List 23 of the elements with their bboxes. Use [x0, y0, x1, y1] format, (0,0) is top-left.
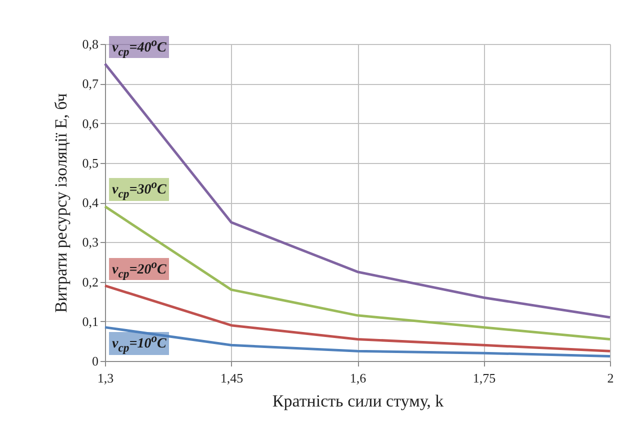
series-label: v$_{ср}$=30$^{o}$C: [109, 178, 170, 201]
line-series: [104, 326, 612, 358]
series-label: v$_{ср}$=20$^{o}$C: [109, 258, 170, 280]
line-series: [104, 284, 612, 352]
y-tick-label: 0,2: [82, 274, 98, 290]
y-axis-title: Витрати ресурсу ізоляції E, бч: [51, 92, 70, 313]
y-tick-label: 0,1: [82, 314, 98, 329]
y-tick-label: 0,8: [82, 36, 98, 52]
x-tick-label: 1,75: [472, 370, 496, 386]
x-axis-title: Кратність сили стуму, k: [272, 392, 444, 410]
y-tick-label: 0,3: [82, 234, 98, 250]
x-tick-label: 1,3: [97, 370, 114, 386]
series-label: v$_{ср}$=40$^{o}$C: [109, 36, 170, 58]
y-tick-label: 0,5: [82, 155, 98, 170]
y-tick-label: 0,7: [82, 76, 99, 92]
x-tick-label: 1,6: [350, 370, 367, 386]
line-series: [104, 62, 612, 319]
x-tick-label: 1,45: [220, 370, 244, 386]
series-label: v$_{ср}$=10$^{o}$C: [109, 332, 170, 355]
y-tick-label: 0,4: [82, 195, 99, 210]
y-tick-label: 0: [92, 354, 98, 368]
x-tick-label: 2: [607, 370, 614, 386]
y-tick-label: 0,6: [82, 116, 99, 131]
